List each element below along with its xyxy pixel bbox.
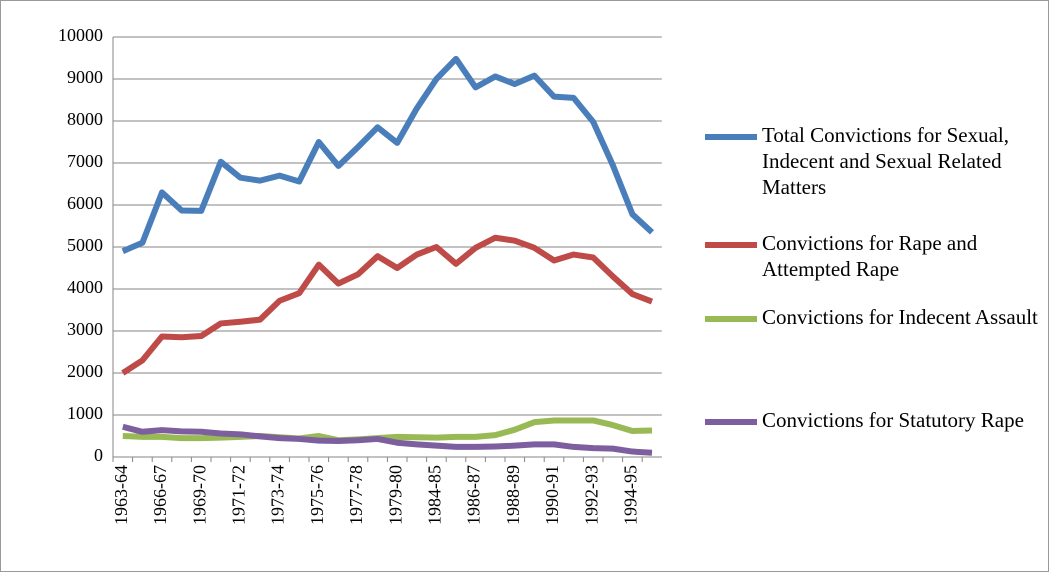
legend-swatch: [705, 419, 757, 425]
x-tick-label: 1984-85: [425, 465, 445, 525]
x-tick-label: 1963-64: [111, 465, 131, 525]
legend-swatch: [705, 242, 757, 248]
series-line: [122, 423, 653, 456]
legend-item: Convictions for Indecent Assault: [705, 304, 1045, 330]
x-tick-label: 1969-70: [189, 465, 209, 525]
legend-label: Convictions for Rape and Attempted Rape: [762, 231, 978, 281]
y-tick-label: 7000: [67, 151, 103, 171]
x-tick-label: 1966-67: [150, 465, 170, 525]
x-tick-label: 1971-72: [229, 465, 249, 525]
y-tick-label: 5000: [67, 235, 103, 255]
legend-swatch: [705, 134, 757, 140]
legend-label: Total Convictions for Sexual, Indecent a…: [762, 123, 1009, 199]
y-tick-label: 8000: [67, 109, 103, 129]
x-tick-label: 1990-91: [542, 465, 562, 525]
legend-swatch: [705, 316, 757, 322]
legend-label: Convictions for Indecent Assault: [762, 305, 1038, 329]
x-tick-label: 1979-80: [385, 465, 405, 525]
legend-item: Total Convictions for Sexual, Indecent a…: [705, 122, 1045, 200]
y-tick-label: 4000: [67, 277, 103, 297]
x-tick-label: 1973-74: [268, 465, 288, 525]
y-tick-label: 3000: [67, 319, 103, 339]
x-tick-label: 1992-93: [581, 465, 601, 525]
y-tick-label: 9000: [67, 67, 103, 87]
legend-item: Convictions for Statutory Rape: [705, 407, 1045, 433]
legend-item: Convictions for Rape and Attempted Rape: [705, 230, 1045, 282]
series-line: [121, 55, 655, 254]
legend-label: Convictions for Statutory Rape: [762, 408, 1024, 432]
y-tick-label: 0: [94, 445, 103, 465]
series-line: [121, 234, 654, 376]
x-tick-label: 1975-76: [307, 465, 327, 525]
x-tick-label: 1988-89: [503, 465, 523, 525]
x-tick-label: 1977-78: [346, 465, 366, 525]
series-line: [122, 417, 653, 444]
x-tick-label: 1986-87: [464, 465, 484, 525]
y-tick-label: 2000: [67, 361, 103, 381]
y-tick-label: 1000: [67, 403, 103, 423]
y-tick-label: 10000: [58, 25, 103, 45]
x-tick-label: 1994-95: [621, 465, 641, 525]
y-tick-label: 6000: [67, 193, 103, 213]
